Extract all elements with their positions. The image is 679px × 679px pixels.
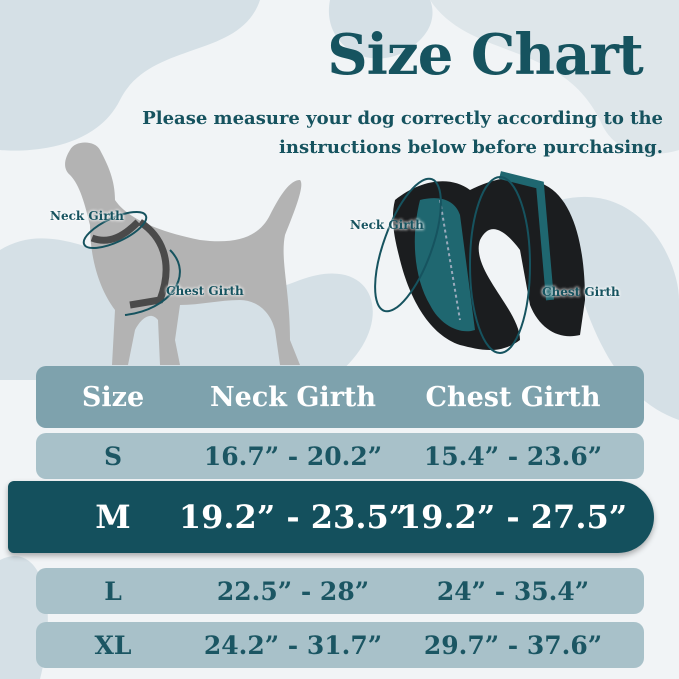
header-size: Size <box>81 381 145 413</box>
neck-cell: 22.5” - 28” <box>216 576 370 606</box>
table-row: L 22.5” - 28” 24” - 35.4” <box>36 568 644 614</box>
dog-chest-girth-label: Chest Girth <box>166 284 244 298</box>
chest-cell: 24” - 35.4” <box>436 576 590 606</box>
subtitle-line-2: instructions below before purchasing. <box>279 137 663 158</box>
dog-harness <box>90 219 170 309</box>
subtitle-line-1: Please measure your dog correctly accord… <box>142 108 663 129</box>
neck-cell: 24.2” - 31.7” <box>203 630 383 660</box>
harness-chest-girth-label: Chest Girth <box>542 285 620 299</box>
table-header: Size Neck Girth Chest Girth <box>36 366 644 428</box>
dog-silhouette <box>65 142 302 365</box>
harness-image <box>374 171 585 354</box>
harness-neck-girth-label: Neck Girth <box>350 218 424 232</box>
table-row-highlighted: M 19.2” - 23.5” 19.2” - 27.5” <box>8 481 654 553</box>
size-cell: XL <box>94 630 132 660</box>
size-cell: M <box>95 498 131 536</box>
size-cell: L <box>104 576 122 606</box>
size-cell: S <box>103 441 123 471</box>
chest-cell: 19.2” - 27.5” <box>398 498 628 536</box>
dog-neck-girth-label: Neck Girth <box>50 209 124 223</box>
dog-measure-arrows <box>82 210 181 316</box>
subtitle: Please measure your dog correctly accord… <box>142 104 663 162</box>
chest-cell: 15.4” - 23.6” <box>423 441 603 471</box>
chest-cell: 29.7” - 37.6” <box>423 630 603 660</box>
header-neck-girth: Neck Girth <box>209 381 377 413</box>
neck-cell: 16.7” - 20.2” <box>203 441 383 471</box>
header-chest-girth: Chest Girth <box>425 381 601 413</box>
table-row: S 16.7” - 20.2” 15.4” - 23.6” <box>36 433 644 479</box>
table-row: XL 24.2” - 31.7” 29.7” - 37.6” <box>36 622 644 668</box>
neck-cell: 19.2” - 23.5” <box>178 498 408 536</box>
page-title: Size Chart <box>327 22 644 88</box>
